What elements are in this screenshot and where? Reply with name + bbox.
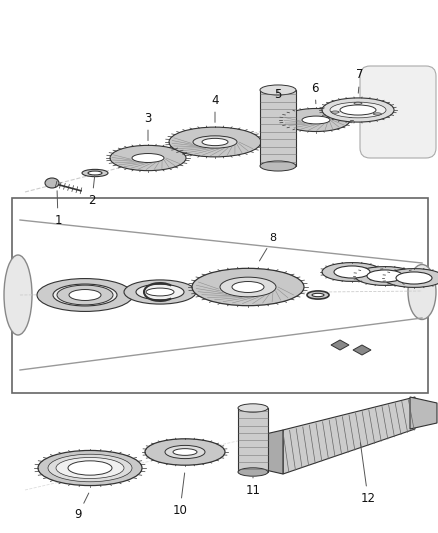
Ellipse shape (408, 264, 436, 319)
Ellipse shape (88, 171, 102, 175)
Ellipse shape (69, 289, 101, 301)
Ellipse shape (132, 154, 164, 163)
Text: 5: 5 (274, 88, 282, 101)
Ellipse shape (331, 111, 339, 113)
Ellipse shape (322, 98, 394, 122)
Ellipse shape (312, 293, 324, 297)
Ellipse shape (48, 454, 132, 482)
Ellipse shape (4, 255, 32, 335)
Text: 3: 3 (144, 111, 152, 141)
Ellipse shape (384, 269, 438, 287)
Ellipse shape (173, 449, 197, 455)
Ellipse shape (136, 284, 184, 300)
Bar (260, 90, 296, 166)
Ellipse shape (56, 457, 124, 479)
Ellipse shape (374, 113, 381, 115)
Ellipse shape (38, 450, 142, 486)
Ellipse shape (45, 178, 59, 188)
Ellipse shape (307, 291, 329, 299)
Ellipse shape (355, 266, 415, 285)
Ellipse shape (53, 284, 117, 306)
Text: 6: 6 (311, 82, 319, 104)
Ellipse shape (193, 136, 237, 148)
Ellipse shape (82, 169, 108, 176)
Ellipse shape (202, 139, 228, 146)
Text: 8: 8 (259, 233, 276, 261)
Ellipse shape (340, 105, 376, 115)
Ellipse shape (165, 446, 205, 458)
Ellipse shape (260, 161, 296, 171)
Ellipse shape (220, 277, 276, 297)
Ellipse shape (260, 85, 296, 95)
Ellipse shape (367, 270, 403, 282)
Ellipse shape (110, 146, 186, 171)
Ellipse shape (57, 285, 113, 305)
Polygon shape (248, 430, 283, 474)
Text: 7: 7 (356, 69, 364, 93)
Bar (238, 408, 268, 472)
Polygon shape (331, 340, 349, 350)
Ellipse shape (146, 288, 174, 296)
Ellipse shape (322, 263, 382, 281)
Text: 11: 11 (246, 477, 261, 497)
Ellipse shape (238, 468, 268, 476)
Ellipse shape (330, 102, 386, 118)
Ellipse shape (192, 268, 304, 306)
Ellipse shape (282, 109, 350, 132)
Text: 9: 9 (74, 493, 89, 521)
Text: 12: 12 (360, 443, 375, 505)
Ellipse shape (145, 439, 225, 465)
Polygon shape (410, 397, 437, 429)
Text: 2: 2 (88, 176, 96, 206)
Text: 4: 4 (211, 93, 219, 123)
Ellipse shape (232, 281, 264, 293)
Ellipse shape (37, 279, 133, 311)
Ellipse shape (124, 280, 196, 304)
Ellipse shape (238, 404, 268, 412)
Ellipse shape (354, 102, 362, 104)
Polygon shape (353, 345, 371, 355)
Text: 1: 1 (54, 191, 62, 227)
Ellipse shape (334, 266, 370, 278)
Ellipse shape (68, 461, 112, 475)
Polygon shape (283, 397, 415, 474)
Ellipse shape (396, 272, 432, 284)
FancyBboxPatch shape (360, 66, 436, 158)
Text: 10: 10 (173, 473, 187, 516)
Ellipse shape (169, 127, 261, 157)
Ellipse shape (302, 116, 330, 124)
FancyBboxPatch shape (12, 198, 428, 393)
